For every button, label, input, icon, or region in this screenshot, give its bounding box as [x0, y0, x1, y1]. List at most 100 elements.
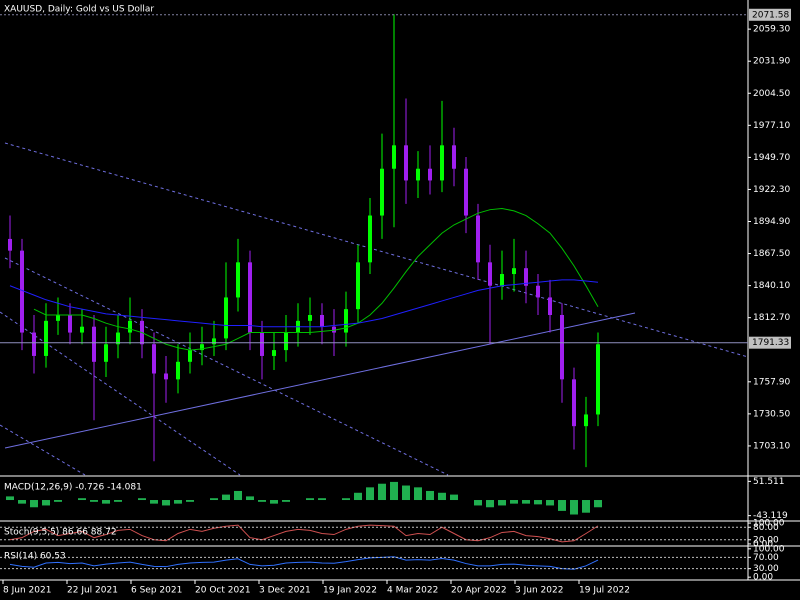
indicator-title: Stoch(9,5,5) 86.66 88.72	[4, 528, 117, 538]
histogram-bar	[30, 500, 38, 508]
candle-body	[188, 350, 192, 362]
histogram-bar	[402, 485, 410, 501]
candle-body	[416, 168, 420, 181]
candle-body	[176, 361, 180, 380]
plot-area	[6, 14, 602, 570]
y-tick-label: 70.00	[753, 553, 779, 563]
candle-body	[488, 262, 492, 286]
histogram-bar	[534, 500, 542, 505]
candle-body	[32, 332, 36, 356]
x-tick-label: 19 Jul 2022	[579, 586, 630, 596]
price-tag	[749, 8, 791, 21]
histogram-bar	[18, 500, 26, 504]
candle-body	[584, 414, 588, 427]
histogram-bar	[102, 500, 110, 504]
histogram-bar	[186, 500, 194, 502]
y-tick-label: 80.00	[753, 523, 779, 533]
candle-body	[596, 344, 600, 415]
histogram-bar	[546, 500, 554, 506]
y-tick-label: 1840.10	[753, 281, 790, 291]
x-tick-label: 3 Jun 2022	[515, 586, 563, 596]
histogram-bar	[522, 500, 530, 504]
candle-body	[200, 344, 204, 351]
candle-body	[368, 215, 372, 263]
histogram-bar	[366, 487, 374, 501]
x-tick-label: 20 Apr 2022	[451, 586, 507, 596]
histogram-bar	[582, 500, 590, 513]
y-tick-label: 1949.70	[753, 153, 790, 163]
histogram-bar	[390, 481, 398, 501]
candle-body	[380, 168, 384, 216]
candle-body	[272, 350, 276, 356]
histogram-bar	[114, 500, 122, 502]
candle-body	[20, 250, 24, 333]
y-tick-label: 100.00	[753, 519, 785, 529]
candle-body	[344, 309, 348, 333]
moving-average	[9, 279, 599, 328]
candle-body	[536, 285, 540, 298]
trendline	[0, 311, 241, 476]
histogram-bar	[498, 500, 506, 506]
trendline	[4, 142, 749, 358]
histogram-bar	[426, 490, 434, 501]
histogram-bar	[270, 500, 278, 504]
indicator-title: MACD(12,26,9) -0.726 -14.081	[4, 483, 142, 493]
y-tick-label: 2004.50	[753, 89, 790, 99]
histogram-bar	[210, 498, 218, 501]
trendline	[4, 257, 449, 476]
indicator-line	[9, 524, 599, 543]
x-tick-label: 22 Jul 2021	[67, 586, 118, 596]
histogram-bar	[54, 500, 62, 502]
candle-body	[8, 238, 12, 251]
candle-body	[92, 326, 96, 362]
chart-title: XAUUSD, Daily: Gold vs US Dollar	[4, 5, 154, 15]
y-tick-label: 1867.50	[753, 249, 790, 259]
moving-average	[33, 208, 599, 351]
candle-body	[104, 344, 108, 362]
histogram-bar	[414, 487, 422, 501]
y-tick-label: 1894.90	[753, 217, 790, 227]
x-tick-label: 20 Oct 2021	[195, 586, 251, 596]
histogram-bar	[510, 500, 518, 504]
x-tick-label: 4 Mar 2022	[387, 586, 438, 596]
histogram-bar	[306, 498, 314, 501]
candle-body	[68, 314, 72, 333]
candle-body	[236, 262, 240, 298]
price-tag-label: 1791.33	[752, 338, 789, 348]
indicator-line	[9, 556, 599, 570]
candle-body	[500, 274, 504, 286]
candle-body	[560, 314, 564, 380]
candle-body	[116, 332, 120, 345]
candle-body	[524, 268, 528, 286]
y-tick-label: 0.00	[753, 539, 773, 549]
y-tick-label: 1757.90	[753, 377, 790, 387]
histogram-bar	[342, 498, 350, 501]
x-tick-label: 19 Jan 2022	[323, 586, 377, 596]
candle-body	[80, 326, 84, 333]
histogram-bar	[258, 500, 266, 502]
histogram-bar	[594, 500, 602, 508]
price-tag-label: 2071.58	[752, 10, 789, 20]
y-tick-label: 0.00	[753, 573, 773, 583]
candle-body	[308, 314, 312, 321]
candle-body	[572, 379, 576, 427]
y-tick-label: 1812.70	[753, 313, 790, 323]
y-tick-label: 2031.90	[753, 57, 790, 67]
candle-body	[152, 344, 156, 374]
candle-body	[332, 326, 336, 333]
histogram-bar	[450, 494, 458, 501]
histogram-bar	[90, 500, 98, 502]
candle-body	[248, 262, 252, 333]
histogram-bar	[558, 500, 566, 511]
candle-body	[440, 145, 444, 181]
candle-body	[164, 373, 168, 380]
candle-body	[284, 332, 288, 351]
candle-body	[224, 297, 228, 339]
y-tick-label: 20.00	[753, 535, 779, 545]
histogram-bar	[354, 492, 362, 501]
candle-body	[392, 145, 396, 169]
histogram-bar	[318, 498, 326, 501]
candle-body	[356, 262, 360, 310]
